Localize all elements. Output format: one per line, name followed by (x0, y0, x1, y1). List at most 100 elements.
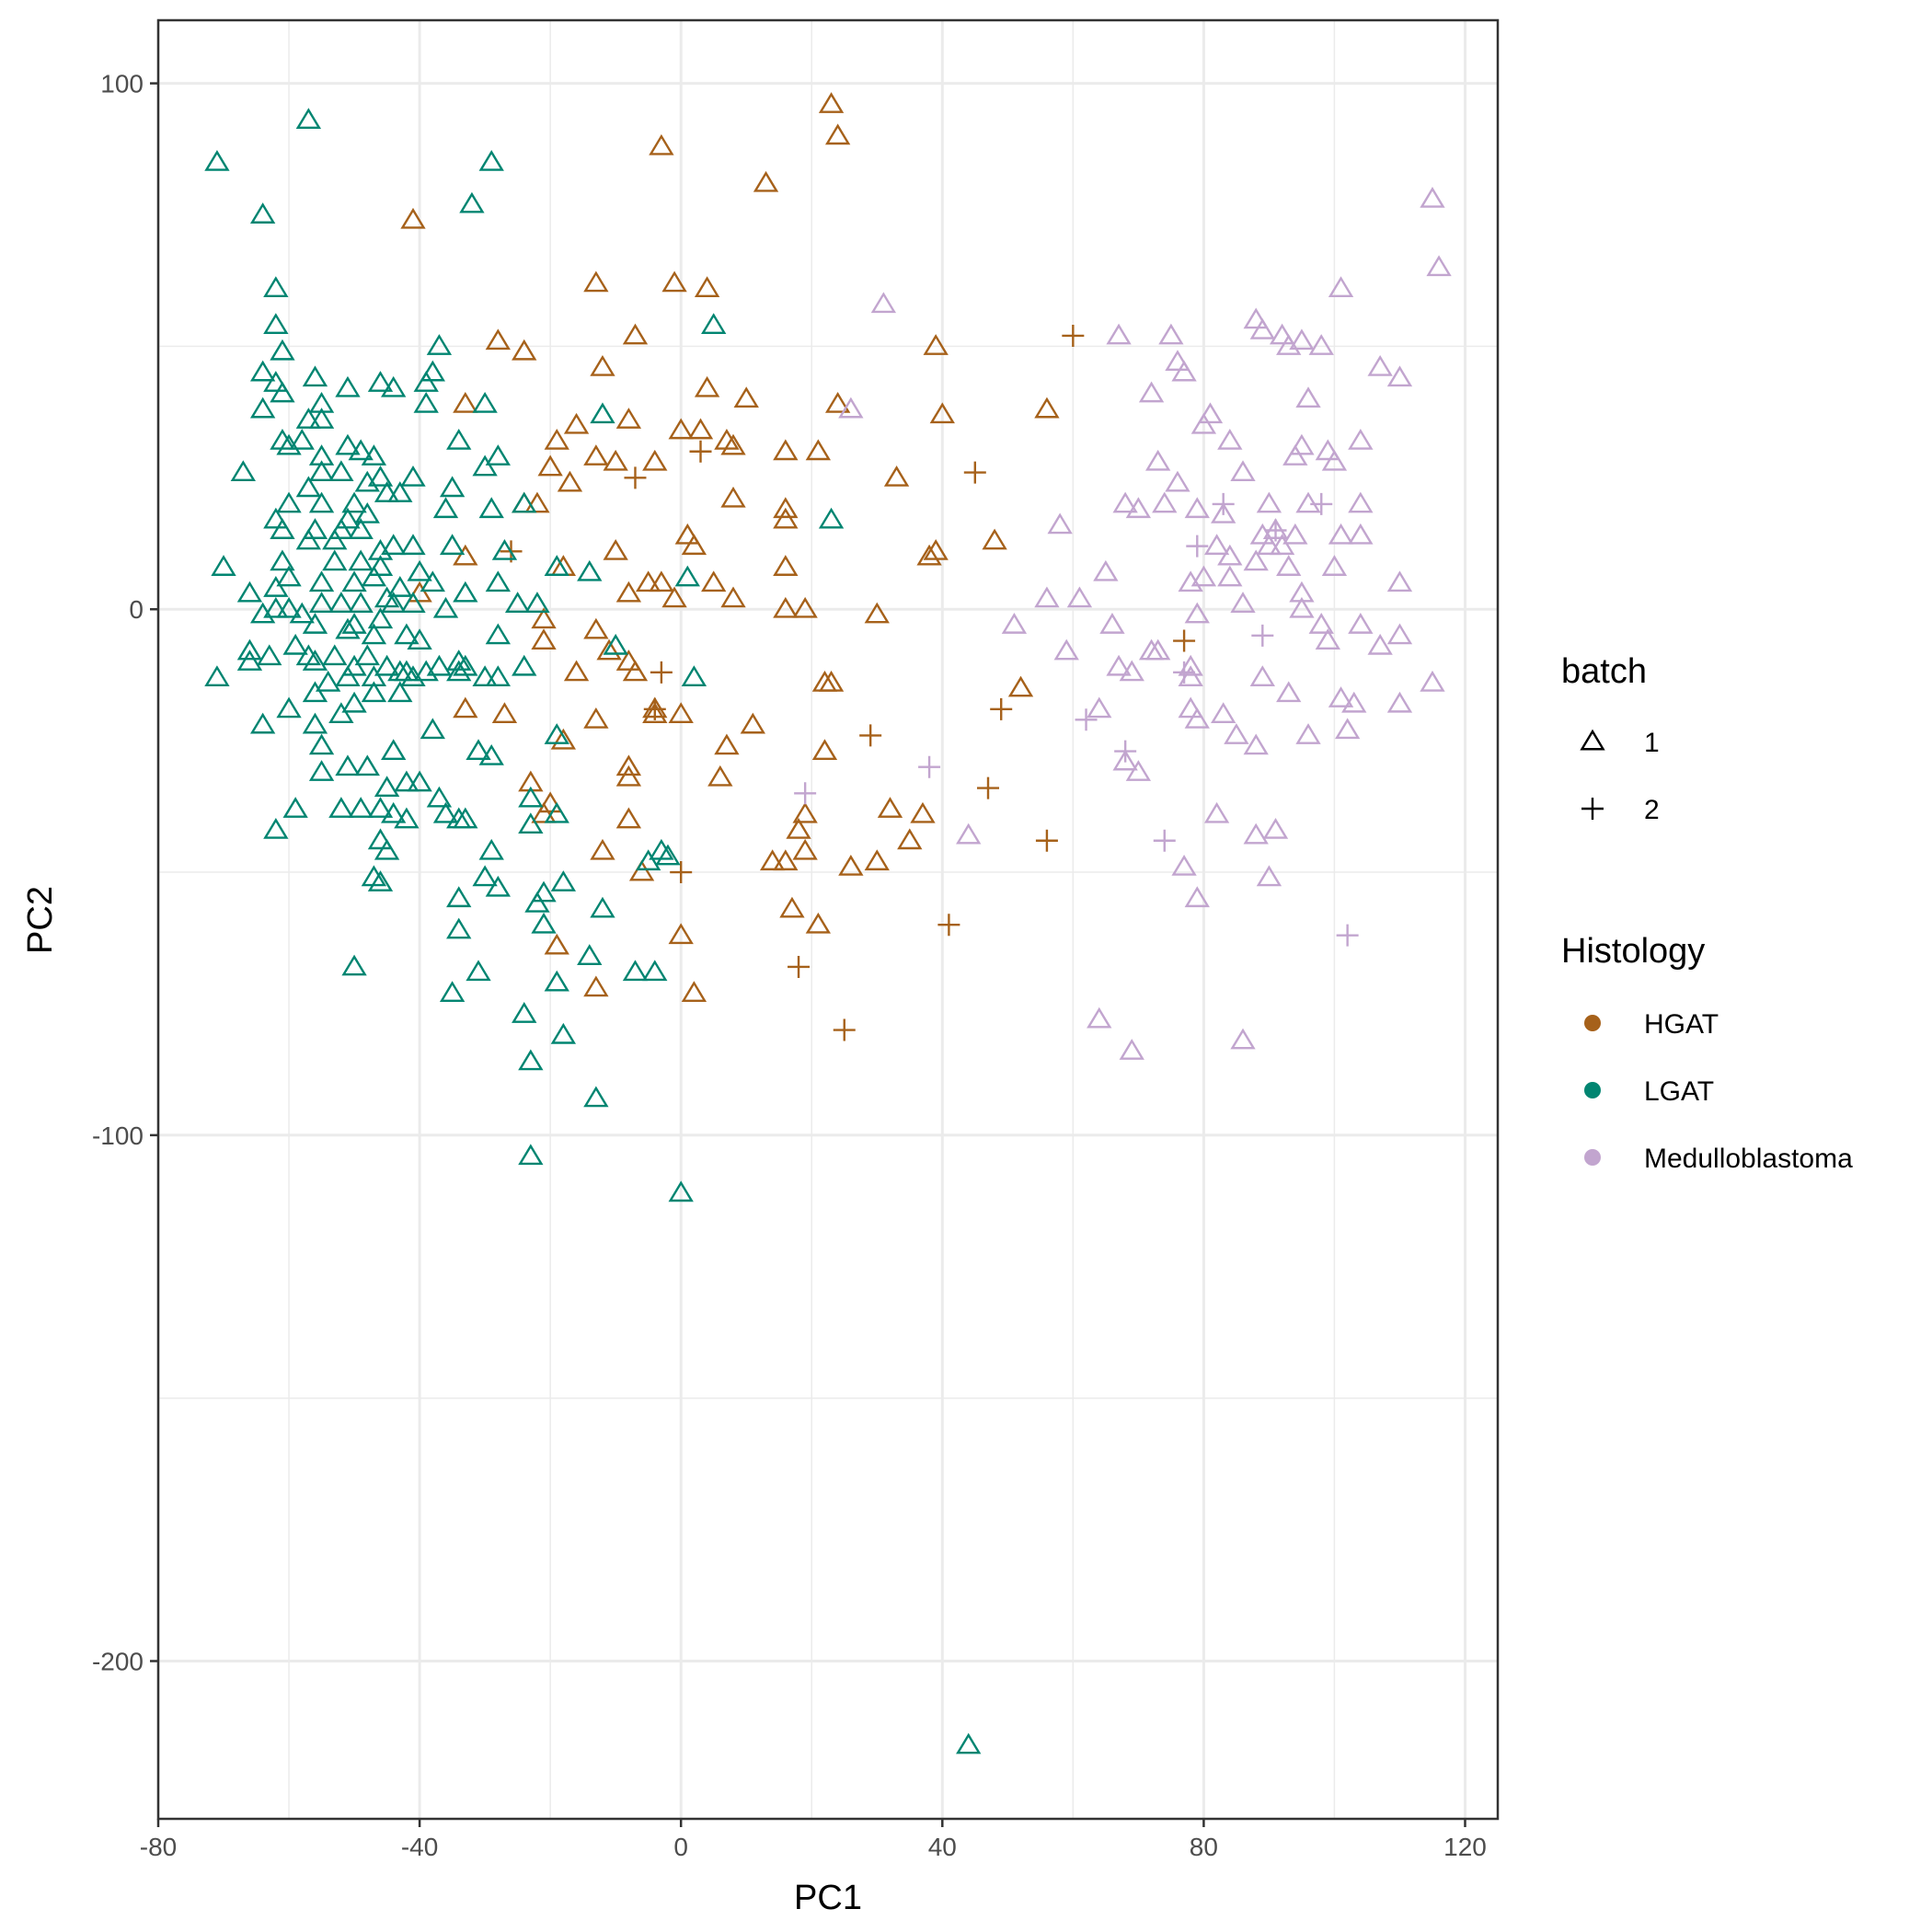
point-medulloblastoma-batch1 (1262, 817, 1289, 839)
point-medulloblastoma-batch1 (1276, 555, 1302, 576)
legend-key-plus-icon (1581, 798, 1604, 820)
point-medulloblastoma-batch1 (1224, 723, 1249, 744)
point-medulloblastoma-batch1 (1158, 323, 1184, 345)
point-medulloblastoma-batch1 (1047, 512, 1073, 535)
point-hgat-batch1 (786, 817, 811, 839)
point-lgat-batch1 (387, 681, 413, 703)
point-lgat-batch1 (439, 476, 466, 498)
point-medulloblastoma-batch1 (1230, 592, 1256, 613)
point-lgat-batch1 (249, 712, 276, 734)
point-lgat-batch1 (420, 360, 445, 382)
point-lgat-batch1 (367, 607, 394, 629)
point-hgat-batch1 (661, 270, 687, 293)
point-lgat-batch1 (308, 491, 335, 513)
point-medulloblastoma-batch2 (1114, 740, 1137, 763)
point-lgat-batch1 (270, 549, 295, 571)
x-tick-label: 80 (1190, 1833, 1218, 1861)
point-hgat-batch1 (773, 849, 799, 871)
point-hgat-batch1 (557, 470, 583, 492)
point-medulloblastoma-batch1 (1328, 686, 1354, 707)
point-medulloblastoma-batch1 (1165, 350, 1190, 372)
point-medulloblastoma-batch2 (1153, 829, 1176, 852)
point-lgat-batch1 (308, 760, 335, 781)
point-lgat-batch1 (381, 534, 407, 556)
point-medulloblastoma-batch1 (1282, 444, 1308, 466)
point-lgat-batch1 (282, 633, 308, 655)
point-hgat-batch1 (733, 386, 759, 408)
point-lgat-batch1 (295, 108, 322, 130)
point-lgat-batch1 (544, 801, 569, 823)
point-medulloblastoma-batch1 (1087, 696, 1112, 719)
point-lgat-batch1 (478, 150, 504, 171)
point-lgat-batch1 (367, 371, 394, 392)
point-lgat-batch1 (512, 491, 537, 513)
legend-batch-label: 2 (1644, 795, 1660, 825)
point-lgat-batch1 (341, 491, 367, 513)
plot-panel (158, 20, 1498, 1819)
point-hgat-batch1 (910, 801, 936, 823)
point-lgat-batch1 (485, 623, 511, 645)
point-lgat-batch1 (341, 570, 367, 592)
point-hgat-batch2 (1173, 629, 1196, 652)
point-lgat-batch1 (387, 481, 413, 502)
point-lgat-batch1 (335, 433, 361, 455)
point-lgat-batch1 (466, 739, 491, 761)
point-lgat-batch1 (478, 838, 504, 860)
point-lgat-batch1 (407, 770, 432, 792)
point-lgat-batch1 (308, 733, 335, 755)
point-lgat-batch1 (544, 723, 569, 744)
point-hgat-batch1 (773, 497, 799, 519)
point-lgat-batch1 (426, 334, 453, 355)
point-medulloblastoma-batch1 (1178, 654, 1203, 676)
point-medulloblastoma-batch1 (1243, 307, 1269, 329)
point-medulloblastoma-batch1 (1171, 855, 1197, 876)
point-lgat-batch1 (394, 807, 420, 829)
point-medulloblastoma-batch1 (1315, 439, 1341, 461)
point-hgat-batch1 (701, 570, 727, 592)
point-lgat-batch1 (432, 801, 459, 823)
point-lgat-batch1 (472, 454, 498, 477)
point-lgat-batch1 (446, 917, 472, 939)
point-hgat-batch1 (622, 660, 649, 682)
point-lgat-batch1 (531, 880, 557, 903)
point-hgat-batch1 (916, 544, 942, 566)
point-hgat-batch1 (453, 544, 478, 566)
point-medulloblastoma-batch1 (870, 292, 897, 314)
point-hgat-batch1 (583, 444, 609, 466)
point-hgat-batch1 (524, 491, 550, 513)
point-medulloblastoma-batch2 (1264, 519, 1287, 542)
legend-key-triangle-icon (1580, 729, 1605, 751)
point-hgat-batch1 (824, 391, 851, 413)
point-hgat-batch1 (707, 765, 733, 787)
point-hgat-batch1 (818, 670, 845, 692)
point-medulloblastoma-batch1 (1171, 360, 1197, 382)
point-lgat-batch1 (472, 865, 498, 887)
point-lgat-batch1 (230, 460, 257, 482)
point-lgat-batch1 (335, 754, 361, 776)
point-medulloblastoma-batch1 (1093, 559, 1119, 581)
point-lgat-batch1 (270, 518, 295, 539)
point-lgat-batch1 (439, 981, 466, 1002)
point-lgat-batch1 (341, 954, 367, 976)
legend: batch 12 Histology HGATLGATMedulloblasto… (1561, 652, 1853, 1174)
legend-histology-label: Medulloblastoma (1644, 1144, 1853, 1174)
point-hgat-batch2 (859, 724, 882, 747)
point-hgat-batch1 (923, 539, 949, 560)
point-lgat-batch1 (302, 650, 328, 671)
point-lgat-batch1 (367, 870, 394, 891)
point-lgat-batch1 (361, 623, 387, 645)
point-hgat-batch1 (883, 465, 910, 487)
point-medulloblastoma-batch1 (1178, 665, 1203, 686)
point-medulloblastoma-batch1 (1269, 323, 1295, 345)
point-lgat-batch1 (236, 581, 263, 603)
point-medulloblastoma-batch1 (1367, 633, 1393, 655)
point-medulloblastoma-batch1 (1328, 276, 1354, 297)
point-hgat-batch2 (643, 697, 666, 720)
point-hgat-batch1 (864, 849, 890, 871)
point-lgat-batch1 (328, 797, 354, 818)
legend-histology-items: HGAT LGAT Medulloblastoma (1584, 1009, 1853, 1174)
point-lgat-batch1 (668, 1180, 694, 1202)
point-lgat-batch1 (590, 402, 615, 424)
point-medulloblastoma-batch1 (1321, 449, 1348, 471)
point-hgat-batch1 (603, 539, 628, 560)
